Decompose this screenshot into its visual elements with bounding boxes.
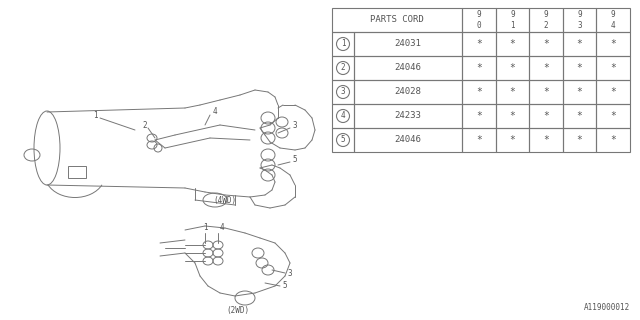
Text: (2WD): (2WD) [227,307,250,316]
Text: PARTS CORD: PARTS CORD [370,15,424,25]
Text: *: * [611,63,616,73]
Bar [462,32,495,56]
Bar [332,56,354,80]
Text: *: * [476,63,482,73]
Bar [529,32,563,56]
Text: 9
4: 9 4 [611,10,616,30]
Text: A119000012: A119000012 [584,303,630,312]
Text: 3: 3 [340,87,346,97]
Bar [596,104,630,128]
Text: *: * [543,39,549,49]
Text: *: * [509,87,515,97]
Bar [354,104,462,128]
Bar [495,80,529,104]
Bar [563,56,596,80]
Text: *: * [543,63,549,73]
Text: *: * [509,111,515,121]
Text: 9
3: 9 3 [577,10,582,30]
Text: 3: 3 [292,122,298,131]
Bar [563,32,596,56]
Bar [68,166,86,178]
Text: (4WD): (4WD) [213,196,237,204]
Text: 4: 4 [212,108,218,116]
Bar [332,32,354,56]
Text: 9
0: 9 0 [477,10,481,30]
Bar [332,104,354,128]
Bar [332,8,462,32]
Bar [495,104,529,128]
Bar [354,80,462,104]
Text: *: * [509,39,515,49]
Bar [563,80,596,104]
Text: 9
2: 9 2 [544,10,548,30]
Bar [529,80,563,104]
Bar [596,128,630,152]
Text: 5: 5 [292,156,298,164]
Text: 5: 5 [340,135,346,145]
Text: *: * [476,87,482,97]
Bar [529,104,563,128]
Text: *: * [611,39,616,49]
Bar [462,80,495,104]
Text: *: * [476,135,482,145]
Text: 2: 2 [143,121,147,130]
Text: *: * [476,111,482,121]
Bar [596,8,630,32]
Text: *: * [509,63,515,73]
Bar [563,8,596,32]
Bar [462,104,495,128]
Bar [596,32,630,56]
Text: 24028: 24028 [395,87,421,97]
Bar [354,128,462,152]
Text: 24031: 24031 [395,39,421,49]
Text: 1: 1 [93,110,97,119]
Bar [529,56,563,80]
Text: *: * [577,39,582,49]
Text: 2: 2 [340,63,346,73]
Bar [529,128,563,152]
Bar [332,128,354,152]
Bar [354,56,462,80]
Bar [462,8,495,32]
Text: *: * [577,87,582,97]
Bar [563,128,596,152]
Text: 9
1: 9 1 [510,10,515,30]
Text: *: * [611,87,616,97]
Text: 3: 3 [288,268,292,277]
Text: *: * [476,39,482,49]
Text: *: * [577,111,582,121]
Bar [529,8,563,32]
Bar [495,8,529,32]
Text: 4: 4 [340,111,346,121]
Bar [495,32,529,56]
Text: *: * [543,135,549,145]
Bar [462,128,495,152]
Bar [596,56,630,80]
Bar [354,32,462,56]
Text: 1: 1 [340,39,346,49]
Text: *: * [509,135,515,145]
Bar [563,104,596,128]
Text: 24046: 24046 [395,135,421,145]
Bar [462,56,495,80]
Bar [495,56,529,80]
Bar [332,80,354,104]
Text: 24233: 24233 [395,111,421,121]
Text: *: * [577,63,582,73]
Text: *: * [543,111,549,121]
Text: *: * [611,135,616,145]
Text: *: * [611,111,616,121]
Text: 5: 5 [283,282,287,291]
Text: *: * [543,87,549,97]
Bar [596,80,630,104]
Text: 1: 1 [203,223,207,233]
Text: *: * [577,135,582,145]
Bar [495,128,529,152]
Text: 24046: 24046 [395,63,421,73]
Text: 4: 4 [220,223,224,233]
